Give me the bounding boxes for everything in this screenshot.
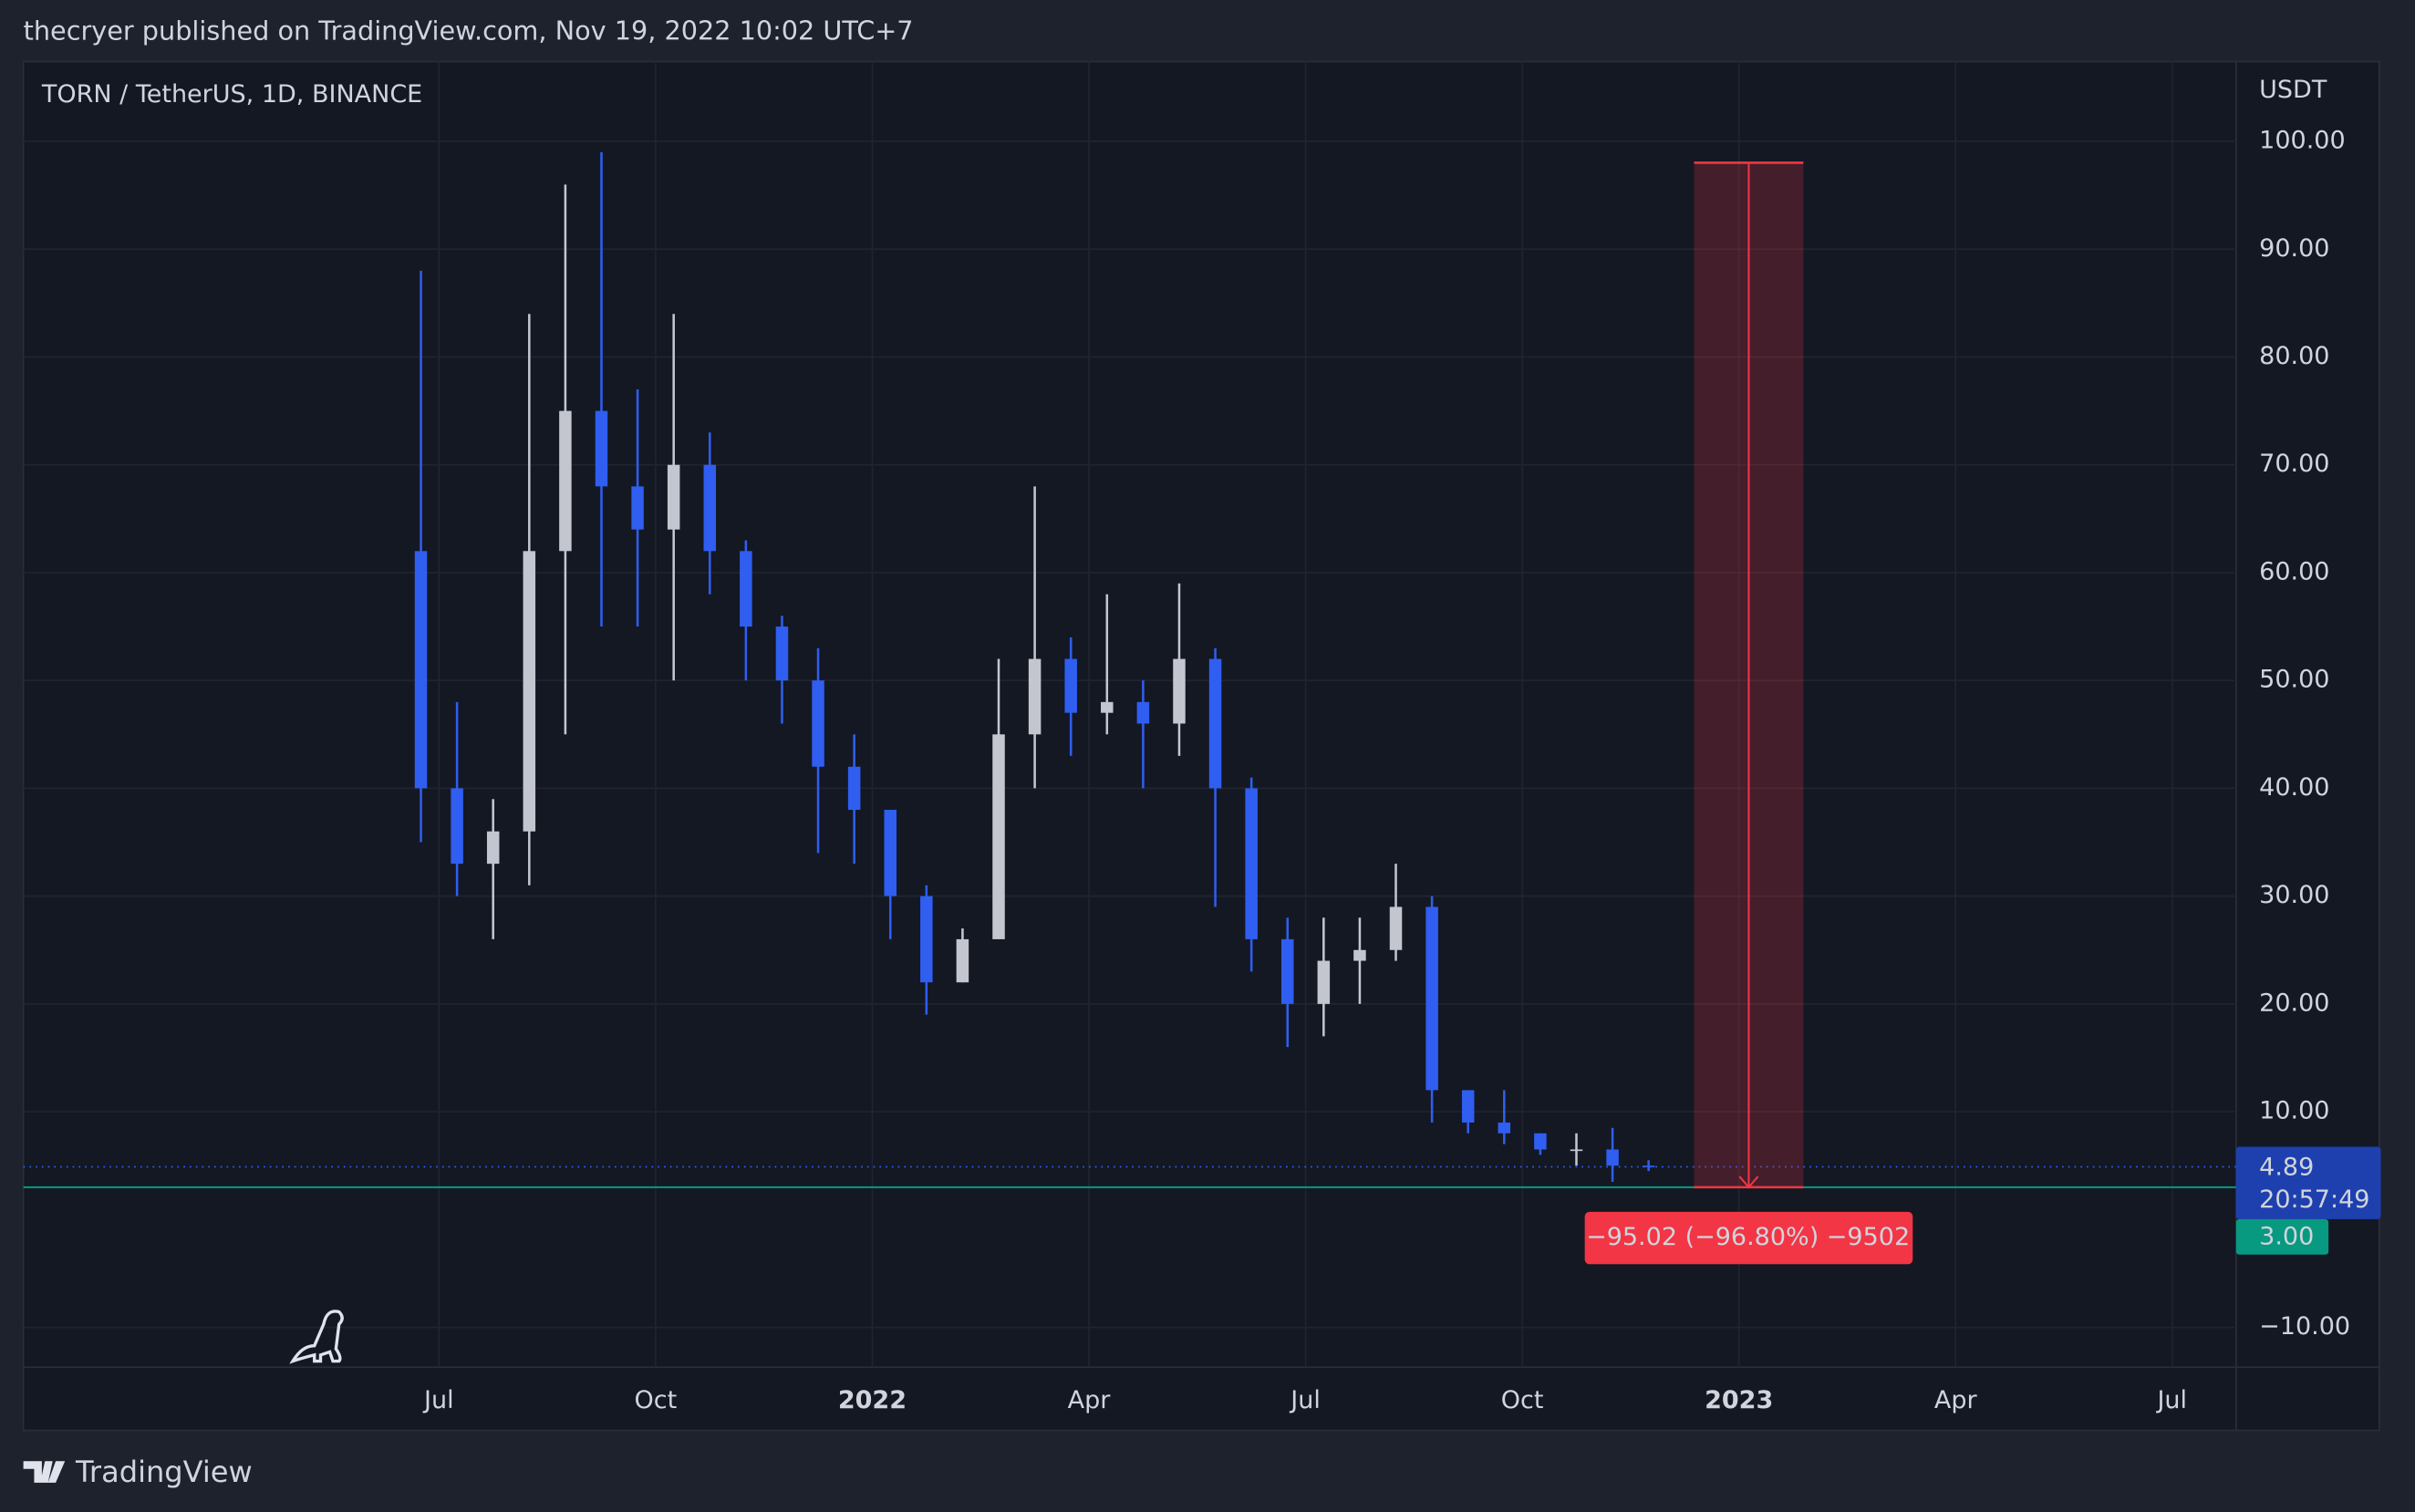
candle-body bbox=[486, 831, 500, 865]
candle-body bbox=[703, 464, 717, 552]
candle-body bbox=[1173, 658, 1186, 724]
candle-body bbox=[1064, 658, 1077, 713]
last-price-label: 4.89 bbox=[2259, 1154, 2314, 1182]
candle-body bbox=[414, 551, 428, 789]
x-tick-label: Oct bbox=[1501, 1386, 1544, 1414]
candle-body bbox=[1389, 906, 1403, 950]
x-tick-label: 2023 bbox=[1705, 1386, 1773, 1414]
chart-panel bbox=[22, 60, 2380, 1432]
candle-body bbox=[1136, 701, 1150, 724]
candle-body bbox=[1461, 1090, 1475, 1123]
candle-body bbox=[1281, 938, 1294, 1004]
x-tick-label: Jul bbox=[1289, 1386, 1321, 1414]
candle-body bbox=[1245, 788, 1258, 939]
measure-arrowhead bbox=[1738, 1175, 1759, 1189]
y-tick-label: 20.00 bbox=[2259, 989, 2329, 1017]
y-tick-label: 40.00 bbox=[2259, 773, 2329, 802]
x-tick-label: Jul bbox=[422, 1386, 454, 1414]
candle-body bbox=[523, 551, 536, 832]
candle-body bbox=[1028, 658, 1042, 735]
x-tick-label: Apr bbox=[1934, 1386, 1978, 1414]
x-tick-label: Oct bbox=[635, 1386, 678, 1414]
candle-body bbox=[847, 766, 861, 811]
candle-body bbox=[812, 680, 824, 767]
y-tick-label: 70.00 bbox=[2259, 450, 2329, 478]
tradingview-logo bbox=[23, 1461, 66, 1483]
hline-label: 3.00 bbox=[2259, 1223, 2314, 1251]
x-tick-label: 2022 bbox=[838, 1386, 907, 1414]
candle-body bbox=[1353, 949, 1366, 961]
price-unit: USDT bbox=[2259, 76, 2327, 104]
candle-body bbox=[1208, 658, 1222, 789]
candle-body bbox=[631, 486, 644, 530]
candle-body bbox=[667, 464, 680, 530]
candle-body bbox=[1642, 1165, 1655, 1167]
plot bbox=[23, 61, 2236, 1368]
y-tick-label: 100.00 bbox=[2259, 127, 2345, 155]
x-tick-label: Apr bbox=[1068, 1386, 1112, 1414]
candle-body bbox=[1534, 1133, 1547, 1150]
measure-label-box bbox=[1584, 1211, 1913, 1265]
measure-label: −95.02 (−96.80%) −9502 bbox=[1586, 1223, 1910, 1251]
candle-body bbox=[884, 810, 897, 896]
countdown-label: 20:57:49 bbox=[2259, 1186, 2369, 1214]
last-price-tag bbox=[2235, 1146, 2381, 1219]
candle-body bbox=[920, 896, 933, 983]
candle-body bbox=[1425, 906, 1438, 1091]
footer-brand: TradingView bbox=[75, 1455, 253, 1489]
symbol-title: TORN / TetherUS, 1D, BINANCE bbox=[41, 80, 422, 109]
y-tick-label: 10.00 bbox=[2259, 1097, 2329, 1125]
candle-body bbox=[1498, 1122, 1511, 1134]
y-tick-label: 90.00 bbox=[2259, 234, 2329, 263]
candle-body bbox=[775, 627, 789, 681]
candle-body bbox=[992, 734, 1005, 939]
candle-body bbox=[1101, 701, 1114, 713]
y-tick-label: 80.00 bbox=[2259, 342, 2329, 370]
candle-body bbox=[740, 551, 752, 627]
publisher-header: thecryer published on TradingView.com, N… bbox=[24, 15, 914, 46]
candle-body bbox=[451, 788, 463, 865]
candle-body bbox=[1317, 960, 1331, 1004]
x-tick-label: Jul bbox=[2155, 1386, 2187, 1414]
candle-body bbox=[956, 938, 969, 983]
y-tick-label: 50.00 bbox=[2259, 666, 2329, 694]
y-tick-label: 60.00 bbox=[2259, 557, 2329, 585]
y-tick-label: 30.00 bbox=[2259, 881, 2329, 909]
logo-icon bbox=[289, 1310, 344, 1364]
candle-body bbox=[595, 410, 608, 487]
candle-body bbox=[1606, 1149, 1619, 1166]
y-tick-label: −10.00 bbox=[2259, 1312, 2350, 1341]
hline-tag bbox=[2235, 1218, 2329, 1255]
candle-body bbox=[559, 410, 572, 552]
candle-body bbox=[1570, 1149, 1583, 1152]
